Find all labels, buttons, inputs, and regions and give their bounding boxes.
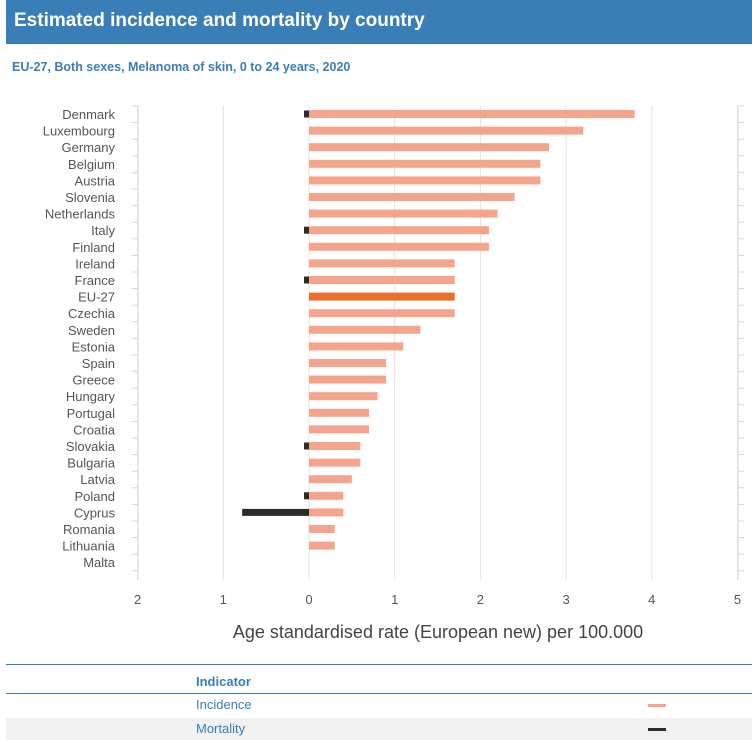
incidence-bar: [309, 442, 361, 450]
incidence-bar: [309, 525, 335, 533]
category-label: Portugal: [67, 406, 116, 421]
category-label: Belgium: [68, 157, 115, 172]
x-tick-label: 2: [134, 592, 141, 607]
category-label: Poland: [75, 489, 115, 504]
incidence-bar: [309, 541, 335, 550]
category-label: Bulgaria: [67, 456, 115, 471]
category-label: Austria: [75, 173, 116, 188]
chart-header: Estimated incidence and mortality by cou…: [6, 0, 752, 44]
mortality-bar: [304, 492, 309, 500]
incidence-bar: [309, 159, 541, 168]
category-label: Denmark: [62, 107, 115, 122]
category-label: Estonia: [72, 339, 116, 354]
category-label: Germany: [62, 140, 116, 155]
incidence-bar: [309, 309, 455, 318]
incidence-bar: [309, 375, 387, 384]
mortality-bar: [304, 226, 309, 234]
x-tick-label: 0: [305, 592, 312, 607]
category-label: Croatia: [73, 422, 116, 437]
legend-divider: [6, 664, 752, 665]
incidence-bar: [309, 226, 489, 235]
incidence-bar: [309, 392, 378, 401]
x-tick-label: 1: [391, 592, 398, 607]
incidence-bar: [309, 292, 455, 301]
category-label: Luxembourg: [43, 124, 115, 139]
incidence-bar: [309, 110, 635, 118]
category-label: France: [75, 273, 115, 288]
incidence-bar: [309, 209, 498, 218]
incidence-bar: [309, 408, 369, 417]
category-label: Cyprus: [74, 505, 116, 520]
incidence-bar: [309, 425, 369, 434]
mortality-bar: [242, 508, 309, 516]
category-label: Hungary: [66, 389, 116, 404]
legend-swatch-mortality: [648, 728, 666, 731]
category-label: Spain: [82, 356, 115, 371]
incidence-bar: [309, 193, 515, 201]
x-axis-title: Age standardised rate (European new) per…: [233, 622, 643, 642]
legend-label: Incidence: [196, 697, 252, 712]
incidence-bar: [309, 276, 455, 284]
incidence-bar: [309, 176, 541, 185]
mortality-bar: [304, 110, 309, 118]
chart-title: Estimated incidence and mortality by cou…: [14, 10, 425, 31]
category-label: Slovenia: [65, 190, 116, 205]
category-label: Italy: [91, 223, 115, 238]
mortality-bar: [304, 442, 309, 450]
category-label: Lithuania: [62, 539, 116, 554]
incidence-bar: [309, 342, 404, 351]
x-tick-label: 1: [220, 592, 227, 607]
category-label: Slovakia: [66, 439, 116, 454]
x-tick-label: 2: [477, 592, 484, 607]
category-label: Malta: [83, 555, 116, 570]
category-label: EU-27: [78, 290, 115, 305]
category-label: Czechia: [68, 306, 116, 321]
category-label: Greece: [72, 373, 115, 388]
legend-table: Indicator Incidence Mortality: [6, 664, 752, 740]
category-label: Romania: [63, 522, 116, 537]
legend-swatch-incidence: [648, 704, 666, 707]
category-label: Sweden: [68, 323, 115, 338]
x-tick-label: 4: [648, 592, 655, 607]
incidence-bar: [309, 475, 352, 484]
incidence-bar: [309, 458, 361, 467]
legend-divider: [6, 693, 752, 694]
legend-item-mortality[interactable]: Mortality: [6, 718, 752, 740]
incidence-bar: [309, 491, 344, 500]
category-label: Netherlands: [45, 207, 116, 222]
incidence-bar: [309, 359, 387, 367]
category-label: Latvia: [80, 472, 115, 487]
incidence-bar: [309, 259, 455, 268]
legend-label: Mortality: [196, 721, 246, 736]
legend-header: Indicator: [196, 674, 251, 689]
legend-item-incidence[interactable]: Incidence: [6, 694, 752, 716]
category-label: Finland: [72, 240, 115, 255]
x-tick-label: 5: [734, 592, 741, 607]
incidence-bar: [309, 143, 549, 152]
incidence-bar: [309, 126, 584, 135]
incidence-bar: [309, 242, 489, 251]
incidence-bar: [309, 508, 344, 517]
incidence-bar: [309, 325, 421, 334]
category-label: Ireland: [75, 256, 115, 271]
x-tick-label: 3: [562, 592, 569, 607]
mortality-bar: [304, 276, 309, 284]
chart-subtitle: EU-27, Both sexes, Melanoma of skin, 0 t…: [12, 60, 351, 74]
